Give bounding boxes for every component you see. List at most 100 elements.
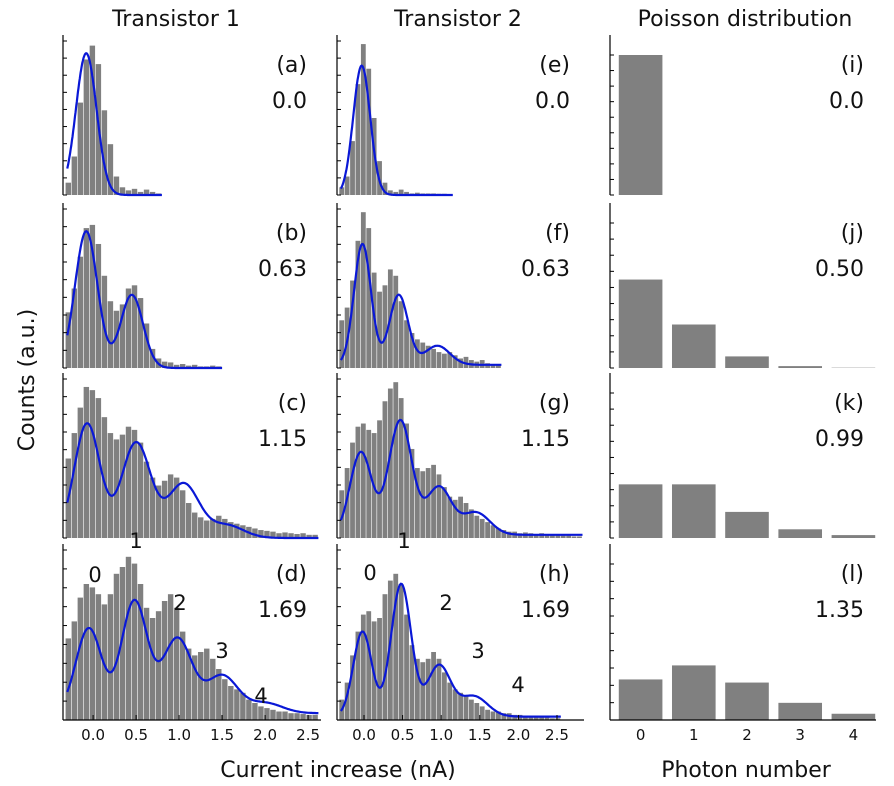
histogram-bar <box>89 587 96 720</box>
histogram-bar <box>506 531 512 538</box>
histogram-bar <box>393 382 399 538</box>
panel-label: (d) <box>276 562 307 587</box>
histogram-bar <box>107 433 114 538</box>
x-tick-label: 1 <box>689 726 699 744</box>
histogram-bar <box>270 531 276 538</box>
histogram-bar <box>143 607 150 720</box>
histogram-bar <box>398 189 404 195</box>
histogram-bar <box>222 679 228 720</box>
histogram-bar <box>155 485 162 538</box>
histogram-bar <box>431 348 436 368</box>
histogram-bar <box>143 461 150 538</box>
histogram-bar <box>185 503 192 538</box>
panel-d: 0.0 0.5 1.0 1.5 2.0 2.5 0 1 2 3 4 (d) 1.69 <box>62 529 321 744</box>
histogram-bar <box>131 429 138 538</box>
histogram-bar <box>366 68 372 195</box>
histogram-bar <box>228 686 234 720</box>
x-tick-label: 0.5 <box>124 726 148 744</box>
histogram-bar <box>528 716 534 720</box>
poisson-bar <box>778 366 823 368</box>
histogram-bar <box>398 301 404 368</box>
histogram-bar <box>179 364 186 368</box>
histogram-bar <box>234 523 240 538</box>
histogram-bar <box>192 364 198 368</box>
histogram-bar <box>404 320 409 368</box>
histogram-bar <box>149 477 156 538</box>
histogram-bar <box>463 503 469 538</box>
histogram-bar <box>185 365 192 368</box>
histogram-bar <box>366 429 372 538</box>
histogram-bar <box>270 709 276 720</box>
histogram-bar <box>339 320 345 368</box>
histogram-bar <box>404 614 409 720</box>
panel-k: (k) 0.99 <box>609 373 876 539</box>
histogram-bar <box>288 713 294 720</box>
histogram-bar <box>137 298 144 368</box>
histogram-bar <box>436 658 442 720</box>
fit-curve <box>66 598 319 715</box>
histogram-bar <box>360 212 366 368</box>
x-tick-label: 0.0 <box>81 726 105 744</box>
histogram-bar <box>101 417 108 538</box>
histogram-bar <box>312 534 318 538</box>
histogram-bar <box>431 652 436 720</box>
histogram-bar <box>463 696 469 720</box>
histogram-bar <box>155 611 162 720</box>
histogram-bar <box>198 652 204 720</box>
histogram-bar <box>479 706 485 720</box>
histogram-bar <box>107 594 114 720</box>
histogram-bar <box>161 480 168 538</box>
histogram-bar <box>458 692 463 720</box>
histogram-bar <box>431 464 436 538</box>
histogram-bar <box>523 715 528 720</box>
histogram-bar <box>452 355 458 368</box>
histogram-bar <box>179 490 186 538</box>
histogram-bar <box>125 426 132 538</box>
histogram-bar <box>276 711 282 720</box>
x-tick-label: 2.0 <box>253 726 277 744</box>
histogram-bar <box>83 59 90 196</box>
histogram-bar <box>113 176 120 195</box>
histogram-bar <box>258 530 264 538</box>
histogram-bar <box>436 352 442 368</box>
histogram-bar <box>216 515 222 538</box>
histogram-bar <box>264 530 270 538</box>
histogram-bar <box>496 711 501 720</box>
poisson-bar <box>671 665 716 720</box>
histogram-bar <box>276 533 282 538</box>
mean-photon-value: 0.0 <box>272 89 307 114</box>
histogram-bar <box>173 364 180 368</box>
mean-photon-value: 1.69 <box>521 598 570 623</box>
histogram-bar <box>312 714 318 720</box>
x-tick-label: 2.0 <box>506 726 530 744</box>
histogram-bar <box>414 339 420 368</box>
histogram-bar <box>131 563 138 720</box>
panel-label: (a) <box>276 53 307 78</box>
histogram-bar <box>420 662 426 720</box>
histogram-bar <box>125 288 132 368</box>
histogram-bar <box>452 499 458 538</box>
panel-label: (g) <box>539 391 570 416</box>
histogram-bar <box>479 518 485 538</box>
mean-photon-value: 0.0 <box>535 89 570 114</box>
histogram-bar <box>496 364 501 368</box>
histogram-bar <box>533 716 539 720</box>
x-tick-label: 1.5 <box>210 726 234 744</box>
histogram-bar <box>252 703 258 720</box>
x-tick-label: 0 <box>636 726 646 744</box>
histogram-bar <box>83 228 90 368</box>
poisson-bar <box>618 55 663 195</box>
fit-curve <box>339 64 453 197</box>
panel-b: (b) 0.63 <box>62 203 307 370</box>
poisson-bar <box>778 529 823 538</box>
histogram-bar <box>555 534 561 538</box>
histogram-bar <box>387 580 393 720</box>
histogram-bar <box>533 534 539 538</box>
histogram-bar <box>404 423 409 538</box>
histogram-bar <box>240 692 246 720</box>
panel-g: (g) 1.15 <box>336 373 583 539</box>
histogram-bar <box>490 711 496 720</box>
histogram-bar <box>83 386 90 538</box>
histogram-bar <box>490 364 496 368</box>
histogram-bar <box>447 352 453 368</box>
